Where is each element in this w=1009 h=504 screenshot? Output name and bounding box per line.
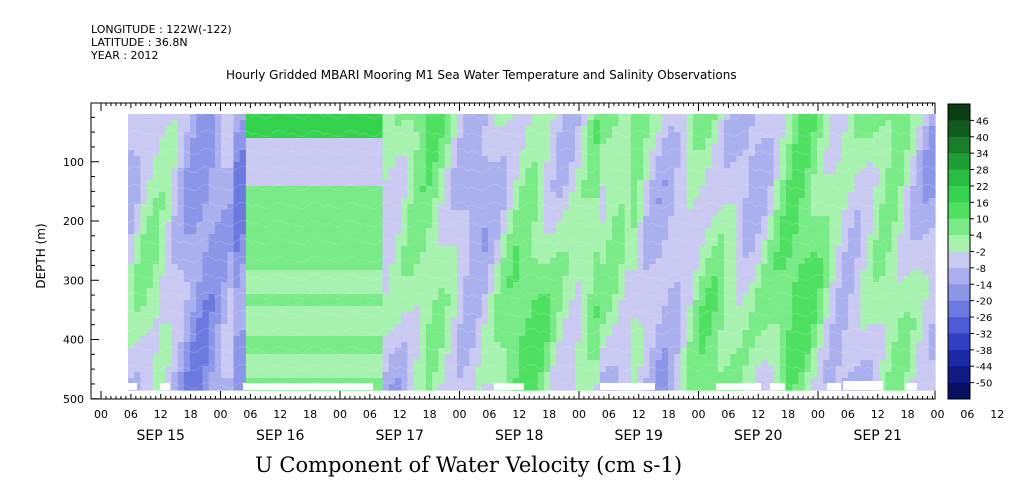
x-axis-title: U Component of Water Velocity (cm s-1) [255,453,683,477]
longitude-label: LONGITUDE : 122W(-122) [91,23,232,36]
chart-title: Hourly Gridded MBARI Mooring M1 Sea Wate… [226,68,737,82]
latitude-label: LATITUDE : 36.8N [91,36,188,49]
year-label: YEAR : 2012 [91,49,159,62]
